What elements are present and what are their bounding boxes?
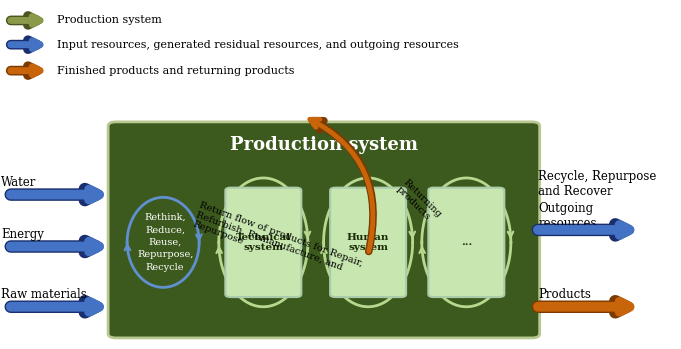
- Text: Raw materials: Raw materials: [1, 288, 87, 301]
- FancyBboxPatch shape: [428, 188, 505, 297]
- Text: Human
system: Human system: [347, 233, 390, 252]
- Text: Outgoing
resources: Outgoing resources: [539, 202, 597, 230]
- Text: Production system: Production system: [57, 15, 162, 25]
- Text: Rethink,
Reduce,
Reuse,
Repurpose,
Recycle: Rethink, Reduce, Reuse, Repurpose, Recyc…: [137, 213, 193, 272]
- Text: Recycle, Repurpose
and Recover: Recycle, Repurpose and Recover: [539, 170, 656, 198]
- Text: Return flow of products for Repair,
Refurbish, Remanufacture, and
Repurpose: Return flow of products for Repair, Refu…: [191, 200, 364, 287]
- FancyArrowPatch shape: [313, 121, 373, 251]
- Text: Energy: Energy: [1, 228, 44, 241]
- Text: Technical
system: Technical system: [236, 233, 291, 252]
- FancyBboxPatch shape: [330, 188, 406, 297]
- Text: Products: Products: [539, 288, 591, 301]
- FancyBboxPatch shape: [225, 188, 301, 297]
- Text: Water: Water: [1, 176, 37, 189]
- Text: Input resources, generated residual resources, and outgoing resources: Input resources, generated residual reso…: [57, 40, 459, 50]
- FancyBboxPatch shape: [108, 122, 539, 338]
- Text: Finished products and returning products: Finished products and returning products: [57, 66, 295, 76]
- Text: ...: ...: [461, 238, 472, 247]
- FancyArrowPatch shape: [310, 119, 373, 251]
- Text: Returning
products: Returning products: [394, 178, 443, 227]
- Text: Production system: Production system: [230, 136, 418, 154]
